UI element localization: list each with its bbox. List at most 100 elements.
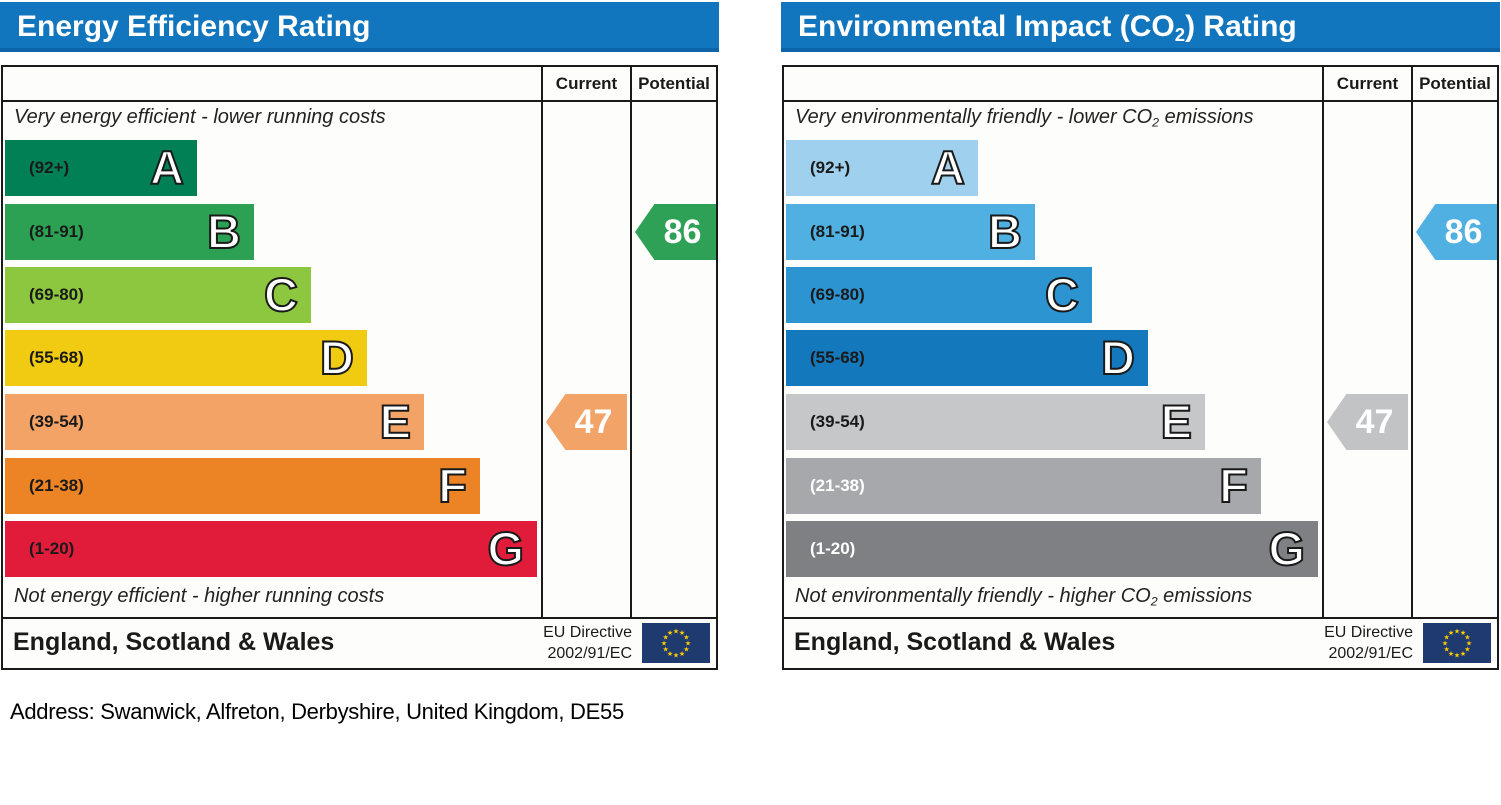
band-e-range: (39-54) <box>29 412 84 431</box>
svg-text:★: ★ <box>667 629 673 637</box>
band-f: (21-38) F <box>786 458 1261 514</box>
current-rating-value: 47 <box>574 402 613 441</box>
eu-flag-icon: ★ ★ ★ ★ ★ ★ ★ ★ ★ ★ ★ ★ <box>642 623 710 663</box>
energy-chart-title: Energy Efficiency Rating <box>17 10 371 43</box>
environmental-rating-table: Current Potential Very environmentally f… <box>782 65 1499 670</box>
top-note: Very energy efficient - lower running co… <box>14 106 386 128</box>
svg-text:★: ★ <box>679 650 685 658</box>
band-e-letter: E <box>379 394 412 449</box>
band-a: (92+) A <box>786 140 978 196</box>
band-a-range: (92+) <box>29 158 70 177</box>
environmental-chart-title: Environmental Impact (CO2) Rating <box>798 10 1297 46</box>
current-rating-value: 47 <box>1355 402 1394 441</box>
region-label: England, Scotland & Wales <box>13 628 335 656</box>
band-a-range: (92+) <box>810 158 851 177</box>
band-c-letter: C <box>1044 267 1080 322</box>
band-g-range: (1-20) <box>29 539 75 558</box>
band-c-range: (69-80) <box>29 285 84 304</box>
potential-rating-value: 86 <box>1444 212 1483 251</box>
band-b: (81-91) B <box>786 204 1035 260</box>
bottom-note: Not environmentally friendly - higher CO… <box>795 585 1253 609</box>
band-d: (55-68) D <box>786 330 1148 386</box>
svg-text:★: ★ <box>673 652 679 660</box>
band-b-range: (81-91) <box>810 222 865 241</box>
band-a-letter: A <box>149 140 185 195</box>
band-e: (39-54) E <box>5 394 424 450</box>
band-a-letter: A <box>930 140 966 195</box>
band-f: (21-38) F <box>5 458 480 514</box>
band-e-range: (39-54) <box>810 412 865 431</box>
column-divider <box>1322 67 1324 619</box>
eu-directive-line2: 2002/91/EC <box>1328 645 1413 662</box>
band-e: (39-54) E <box>786 394 1205 450</box>
band-c: (69-80) C <box>5 267 311 323</box>
band-a: (92+) A <box>5 140 197 196</box>
band-d-letter: D <box>1100 330 1136 385</box>
svg-text:★: ★ <box>1454 652 1460 660</box>
potential-rating-value: 86 <box>663 212 702 251</box>
band-e-letter: E <box>1160 394 1193 449</box>
svg-text:★: ★ <box>685 640 691 648</box>
potential-rating-arrow: 86 <box>635 204 716 260</box>
band-d-range: (55-68) <box>810 348 865 367</box>
band-g: (1-20) G <box>786 521 1318 577</box>
environmental-chart-title-bar: Environmental Impact (CO2) Rating <box>781 2 1500 52</box>
current-rating-arrow: 47 <box>1327 394 1408 450</box>
environmental-impact-chart: Environmental Impact (CO2) Rating Curren… <box>781 0 1500 672</box>
band-g-letter: G <box>1267 521 1306 576</box>
band-f-range: (21-38) <box>29 476 84 495</box>
potential-column-header: Potential <box>1419 74 1491 93</box>
band-f-letter: F <box>1218 458 1249 513</box>
column-header-row <box>3 67 716 102</box>
table-footer: England, Scotland & Wales EU Directive 2… <box>3 617 716 668</box>
svg-text:★: ★ <box>662 634 668 642</box>
svg-text:★: ★ <box>1442 640 1448 648</box>
svg-text:★: ★ <box>1454 628 1460 636</box>
band-b-letter: B <box>987 204 1023 259</box>
svg-text:★: ★ <box>1443 646 1449 654</box>
svg-text:★: ★ <box>1460 650 1466 658</box>
svg-text:★: ★ <box>1448 650 1454 658</box>
band-d-letter: D <box>319 330 355 385</box>
potential-column-header: Potential <box>638 74 710 93</box>
svg-text:★: ★ <box>683 646 689 654</box>
address-text: Address: Swanwick, Alfreton, Derbyshire,… <box>10 699 624 724</box>
band-b-letter: B <box>206 204 242 259</box>
band-c: (69-80) C <box>786 267 1092 323</box>
energy-efficiency-chart: Energy Efficiency Rating Current Potenti… <box>0 0 719 672</box>
band-f-range: (21-38) <box>810 476 865 495</box>
svg-text:★: ★ <box>1448 629 1454 637</box>
energy-rating-table: Current Potential Very energy efficient … <box>1 65 718 670</box>
region-label: England, Scotland & Wales <box>794 628 1116 656</box>
table-footer: England, Scotland & Wales EU Directive 2… <box>784 617 1497 668</box>
column-header-row <box>784 67 1497 102</box>
svg-text:★: ★ <box>1466 640 1472 648</box>
eu-directive-line1: EU Directive <box>1324 624 1413 641</box>
current-column-header: Current <box>555 74 618 93</box>
band-d: (55-68) D <box>5 330 367 386</box>
svg-text:★: ★ <box>673 628 679 636</box>
band-b-range: (81-91) <box>29 222 84 241</box>
svg-text:★: ★ <box>1460 629 1466 637</box>
svg-text:★: ★ <box>1464 634 1470 642</box>
svg-text:★: ★ <box>661 640 667 648</box>
eu-directive-label: EU Directive 2002/91/EC <box>1324 622 1413 664</box>
top-note: Very environmentally friendly - lower CO… <box>795 106 1254 130</box>
band-d-range: (55-68) <box>29 348 84 367</box>
svg-text:★: ★ <box>683 634 689 642</box>
svg-text:★: ★ <box>679 629 685 637</box>
eu-flag-icon: ★ ★ ★ ★ ★ ★ ★ ★ ★ ★ ★ ★ <box>1423 623 1491 663</box>
eu-directive-line1: EU Directive <box>543 624 632 641</box>
svg-text:★: ★ <box>667 650 673 658</box>
current-rating-arrow: 47 <box>546 394 627 450</box>
svg-text:★: ★ <box>1443 634 1449 642</box>
band-f-letter: F <box>437 458 468 513</box>
current-column-header: Current <box>1336 74 1399 93</box>
band-g: (1-20) G <box>5 521 537 577</box>
band-b: (81-91) B <box>5 204 254 260</box>
svg-text:★: ★ <box>662 646 668 654</box>
column-divider <box>1411 67 1413 619</box>
eu-directive-label: EU Directive 2002/91/EC <box>543 622 632 664</box>
column-divider <box>630 67 632 619</box>
